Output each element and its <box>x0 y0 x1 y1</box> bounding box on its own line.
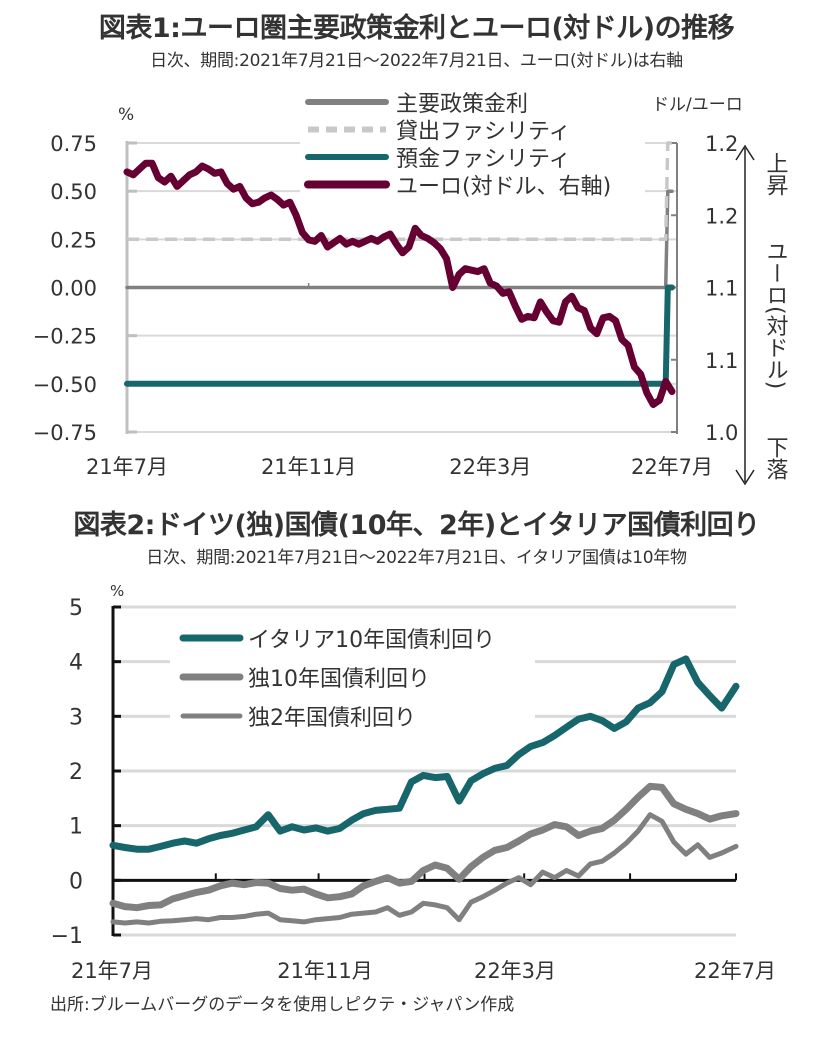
chart1-legend-label: 主要政策金利 <box>396 92 528 117</box>
chart1-y-tick-label-right: 1.2 <box>705 132 738 156</box>
chart2-series-line <box>110 812 739 926</box>
chart1-y-tick-label-right: 1.2 <box>705 204 738 228</box>
chart2-subtitle: 日次、期間:2021年7月21日～2022年7月21日、イタリア国債は10年物 <box>146 548 687 568</box>
chart2-legend-label: イタリア10年国債利回り <box>248 628 495 653</box>
chart2-title: 図表2:ドイツ(独)国債(10年、2年)とイタリア国債利回り <box>73 510 760 541</box>
chart1-y-ticks: 0.75 0.50 0.25 0.00 −0.25 −0.50 −0.75 <box>33 132 97 445</box>
chart1-series-line <box>124 284 675 387</box>
chart2-x-tick-label: 22年7月 <box>694 959 776 983</box>
chart1-x-tick-label: 22年3月 <box>449 455 531 479</box>
chart2-x-ticks: 21年7月 21年11月 22年3月 22年7月 <box>71 959 776 983</box>
chart1-x-tick-label: 21年11月 <box>261 455 356 479</box>
chart2-x-tick-label: 21年7月 <box>71 959 153 983</box>
chart1-y-tick-label-right: 1.1 <box>705 349 738 373</box>
chart2-y-tick-label: 4 <box>69 651 83 676</box>
chart1: 0.750.500.250.00−0.25−0.50−0.75 1.21.21.… <box>33 86 789 486</box>
annotation-up: 上昇 <box>763 152 788 196</box>
chart2: 5 4 3 2 1 0 −1 21年7月 21年11月 22年3月 22年7月 % イタリア10年… <box>51 582 776 983</box>
chart2-y-tick-label: 1 <box>69 815 83 840</box>
chart1-y-tick-label: −0.75 <box>33 421 97 445</box>
chart1-x-tick-label: 22年7月 <box>631 455 713 479</box>
chart2-y-tick-label: 3 <box>69 705 83 730</box>
chart1-series-line <box>123 159 676 408</box>
arrow-up-icon <box>735 144 755 161</box>
chart2-y-tick-label: 0 <box>69 869 83 894</box>
chart2-series-line <box>109 782 740 912</box>
chart1-arrow-annotation: 上昇 ユーロ(対ドル) 下落 <box>735 144 789 486</box>
chart1-y-tick-label: 0.75 <box>50 132 97 156</box>
chart1-legend-label: 預金ファシリティ <box>396 147 571 172</box>
chart2-y-tick-label: 5 <box>69 596 83 621</box>
chart1-y-ticks-right: 1.2 1.2 1.1 1.1 1.0 <box>671 132 738 445</box>
chart2-y-tick-label: 2 <box>69 760 83 785</box>
annotation-down: 下落 <box>763 436 789 480</box>
chart1-y-tick-label: −0.50 <box>33 373 97 397</box>
chart2-y-tick-label: −1 <box>51 924 83 949</box>
chart1-title: 図表1:ユーロ圏主要政策金利とユーロ(対ドル)の推移 <box>98 13 735 44</box>
chart2-x-tick-label: 22年3月 <box>474 959 556 983</box>
chart1-y-tick-label: 0.50 <box>50 180 97 204</box>
chart2-y-unit: % <box>110 582 124 600</box>
chart2-x-tick-label: 21年11月 <box>277 959 372 983</box>
chart1-y-unit-right: ドル/ユーロ <box>652 95 743 115</box>
chart1-subtitle: 日次、期間:2021年7月21日～2022年7月21日、ユーロ(対ドル)は右軸 <box>150 51 683 71</box>
chart2-legend-label: 独10年国債利回り <box>248 667 430 692</box>
annotation-middle: ユーロ(対ドル) <box>763 240 789 389</box>
chart1-y-unit: % <box>118 105 134 125</box>
chart1-legend-label: 貸出ファシリティ <box>396 120 571 145</box>
source-note: 出所:ブルームバーグのデータを使用しピクテ・ジャパン作成 <box>50 995 515 1015</box>
chart1-y-tick-label: 0.00 <box>50 277 97 301</box>
chart1-y-tick-label: −0.25 <box>33 325 97 349</box>
chart1-x-ticks: 21年7月 21年11月 22年3月 22年7月 <box>86 283 713 479</box>
arrow-down-icon <box>735 469 755 486</box>
chart2-series-line <box>109 655 740 853</box>
chart1-series <box>123 141 676 408</box>
chart1-y-tick-label: 0.25 <box>50 228 97 252</box>
chart1-legend-label: ユーロ(対ドル、右軸) <box>396 175 611 200</box>
chart2-y-ticks: 5 4 3 2 1 0 −1 <box>51 596 83 949</box>
chart2-legend-label: 独2年国債利回り <box>248 706 416 731</box>
chart1-y-tick-label-right: 1.0 <box>705 421 738 445</box>
chart2-series <box>109 655 740 926</box>
chart1-x-tick-label: 21年7月 <box>86 455 168 479</box>
chart1-y-tick-label-right: 1.1 <box>705 277 738 301</box>
